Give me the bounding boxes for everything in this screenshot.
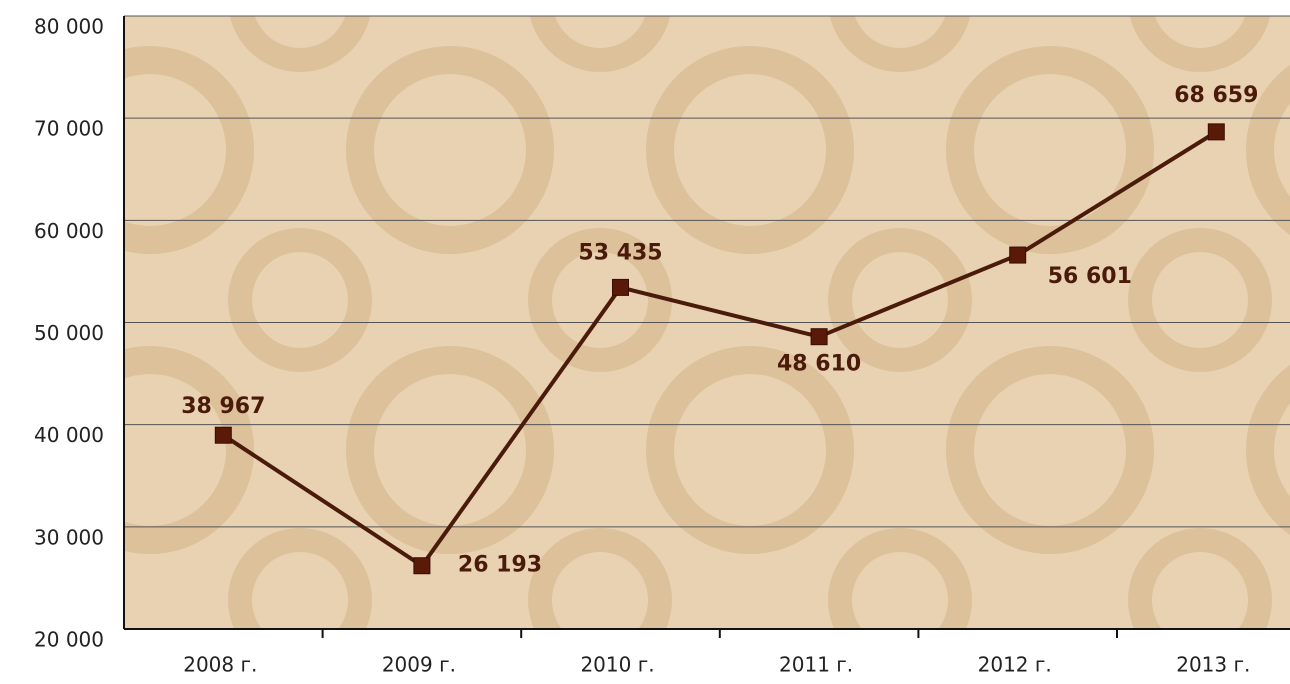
data-label: 68 659	[1174, 83, 1258, 108]
data-label: 26 193	[458, 553, 542, 578]
marker	[612, 278, 629, 296]
y-tick-label: 70 000	[34, 117, 104, 141]
x-tick-label: 2009 г.	[382, 653, 456, 677]
y-tick-label: 20 000	[34, 628, 104, 652]
x-tick-label: 2012 г.	[978, 653, 1052, 677]
marker	[214, 426, 232, 444]
marker	[413, 557, 431, 575]
x-tick-label: 2008 г.	[183, 653, 257, 677]
marker	[1009, 246, 1027, 264]
y-tick-label: 50 000	[34, 321, 104, 345]
x-tick-label: 2013 г.	[1176, 653, 1250, 677]
data-label: 48 610	[777, 352, 861, 377]
x-tick-label: 2010 г.	[580, 653, 654, 677]
x-tick-label: 2011 г.	[779, 653, 853, 677]
data-label: 56 601	[1048, 264, 1132, 289]
data-label: 53 435	[578, 240, 662, 265]
y-tick-label: 40 000	[34, 423, 104, 447]
series-line	[222, 130, 1218, 569]
y-tick-label: 80 000	[34, 15, 104, 39]
marker	[1207, 123, 1225, 141]
data-label: 38 967	[181, 394, 265, 419]
marker	[810, 328, 828, 346]
y-tick-label: 60 000	[34, 219, 104, 243]
y-tick-label: 30 000	[34, 525, 104, 549]
